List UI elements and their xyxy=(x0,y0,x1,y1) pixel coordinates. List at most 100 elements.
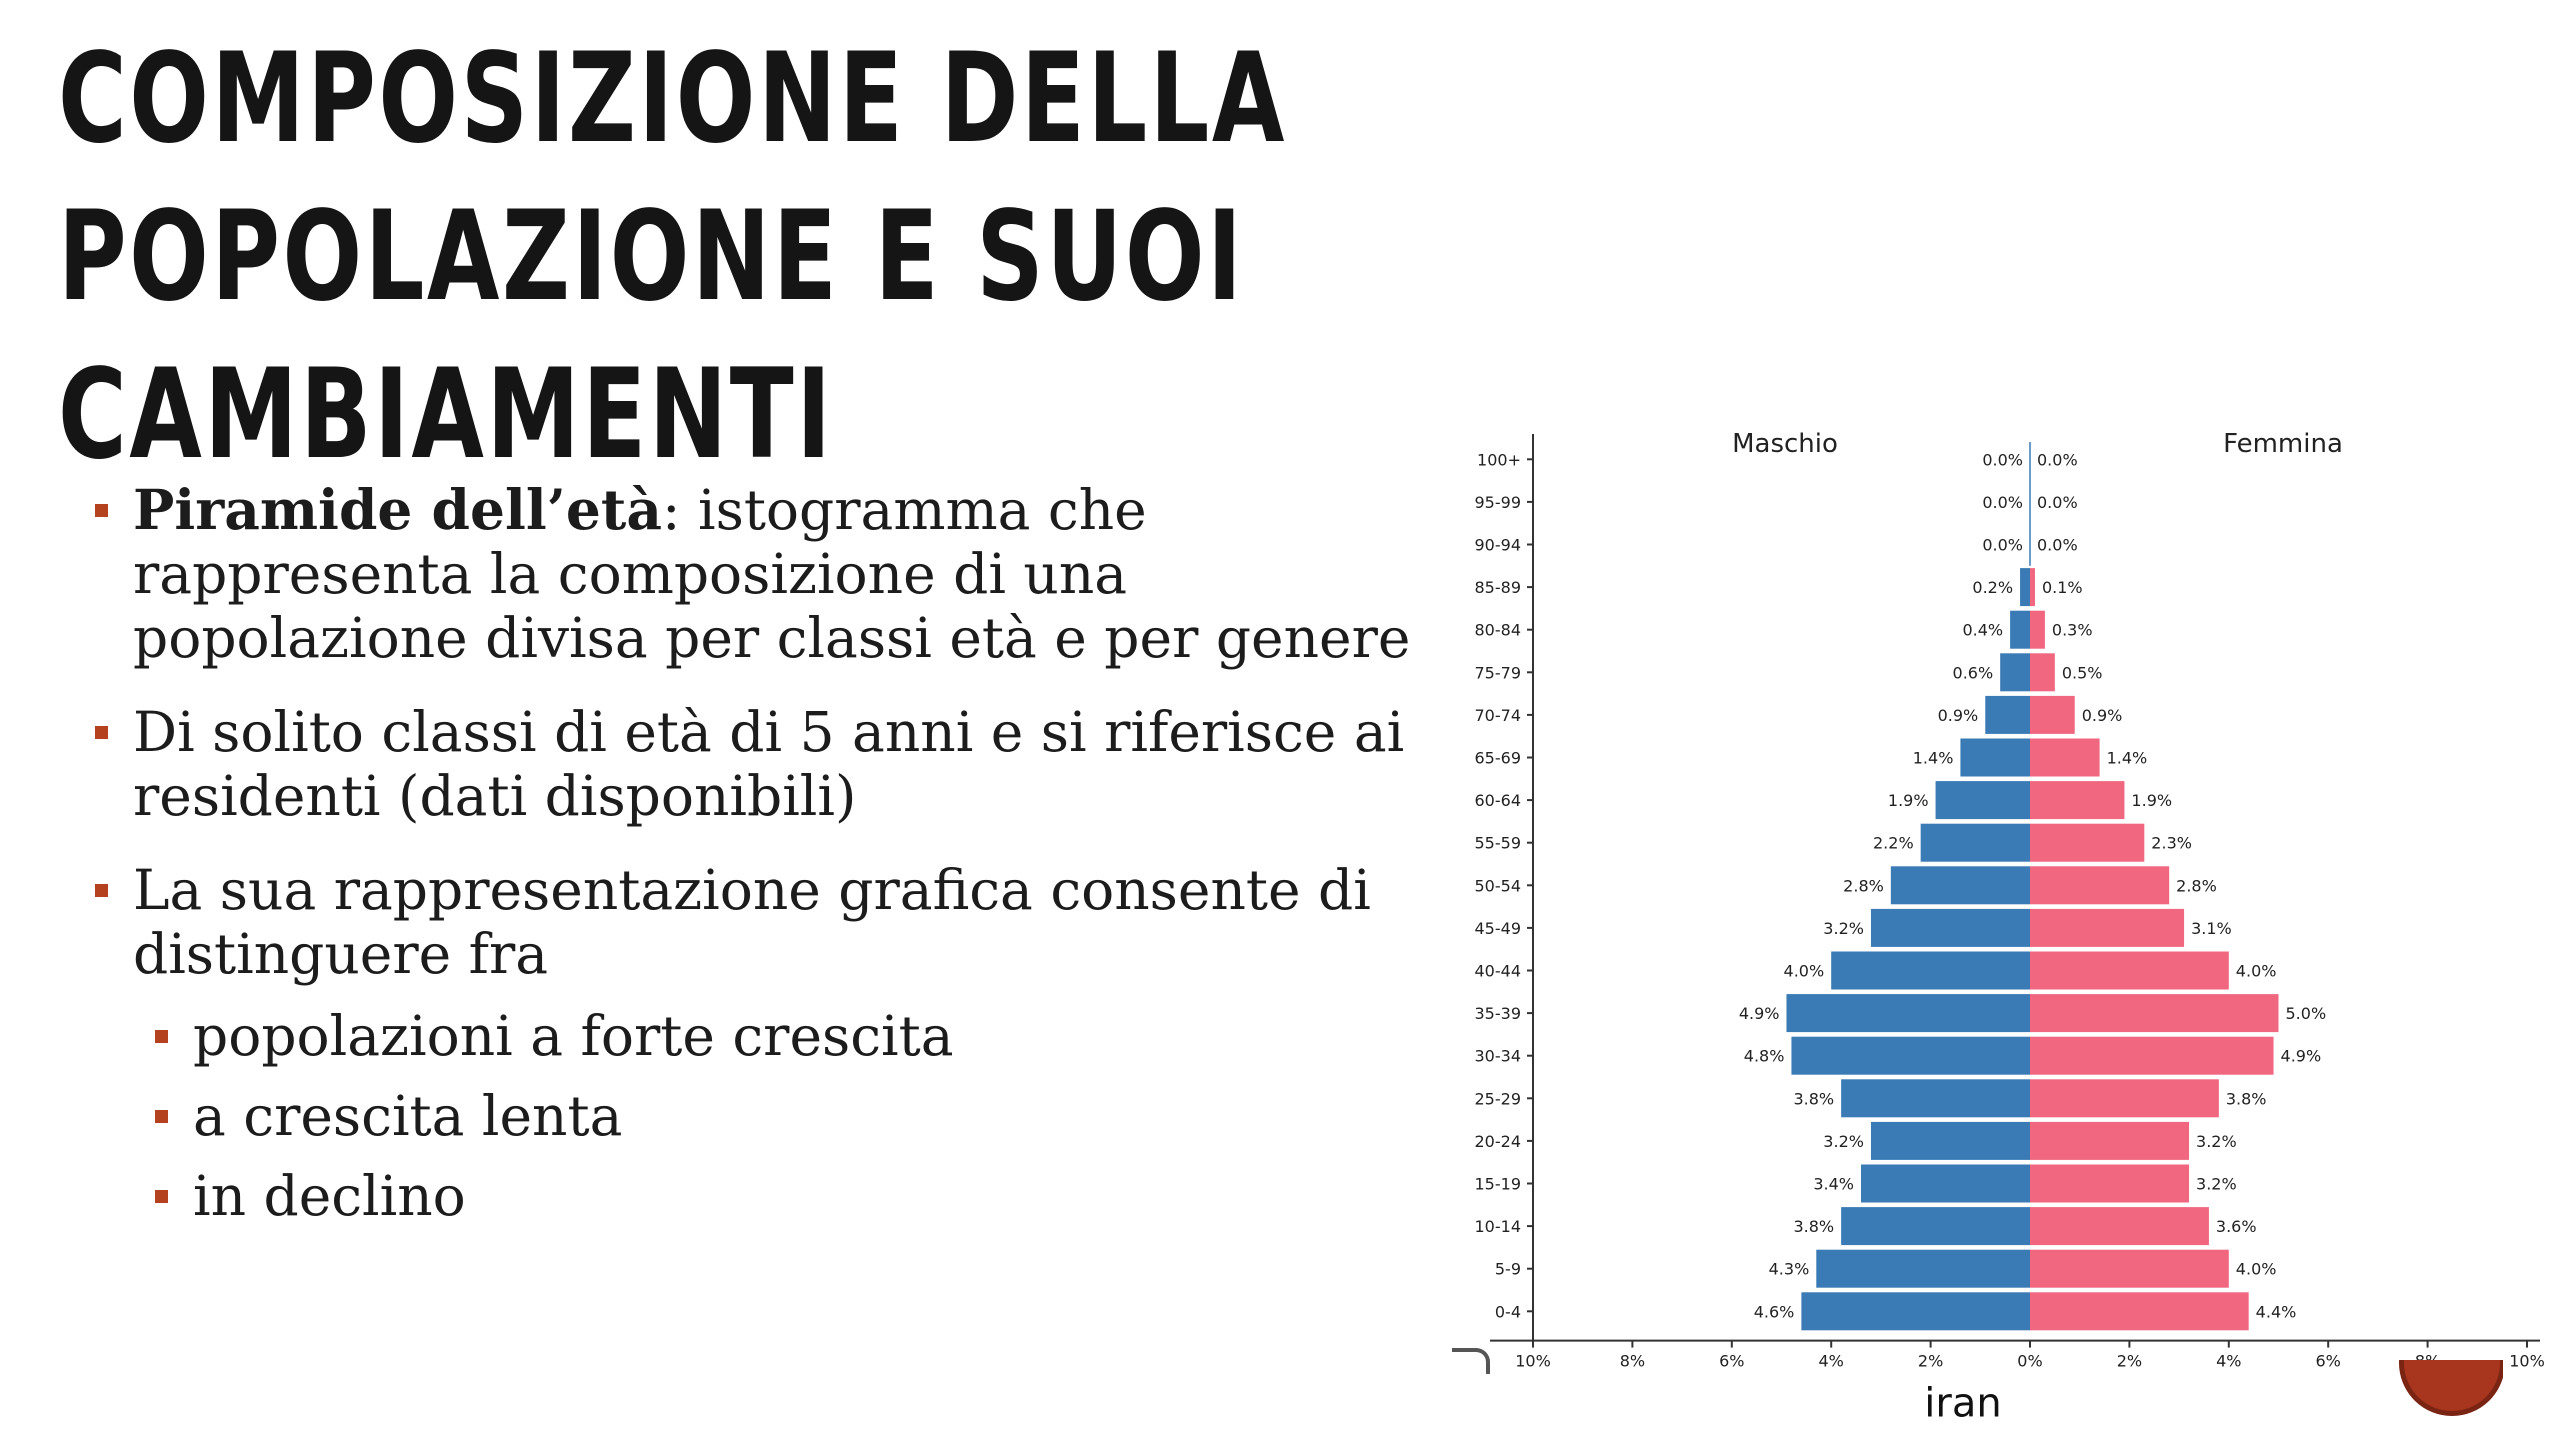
data-label-male: 4.3% xyxy=(1769,1260,1810,1279)
legend-male-label: Maschio xyxy=(1732,429,1838,459)
y-tick-label: 30-34 xyxy=(1475,1047,1522,1066)
data-label-female: 1.9% xyxy=(2131,791,2172,810)
data-label-male: 1.9% xyxy=(1888,791,1929,810)
y-tick-label: 70-74 xyxy=(1475,706,1522,725)
y-tick-label: 25-29 xyxy=(1475,1089,1522,1108)
y-tick-label: 85-89 xyxy=(1475,578,1522,597)
decorative-corner-hook xyxy=(1452,1348,1490,1374)
bullet-graphic-representation: La sua rappresentazione grafica consente… xyxy=(95,858,1415,986)
bullet-marker xyxy=(95,884,108,897)
x-tick-label: 10% xyxy=(1515,1352,1551,1371)
bar-male xyxy=(1786,994,2030,1033)
y-tick-label: 35-39 xyxy=(1475,1004,1522,1023)
data-label-female: 4.9% xyxy=(2281,1047,2322,1066)
data-label-male: 4.9% xyxy=(1739,1004,1780,1023)
x-tick-label: 2% xyxy=(2117,1352,2142,1371)
bar-male xyxy=(1801,1292,2030,1331)
sub-bullet-decline: in declino xyxy=(155,1164,1415,1228)
bar-female xyxy=(2030,1207,2209,1246)
data-label-female: 4.0% xyxy=(2236,1260,2277,1279)
y-tick-label: 40-44 xyxy=(1475,962,1522,981)
y-tick-label: 60-64 xyxy=(1475,791,1522,810)
data-label-male: 0.9% xyxy=(1938,706,1979,725)
y-tick-label: 10-14 xyxy=(1475,1217,1522,1236)
y-tick-label: 95-99 xyxy=(1475,493,1522,512)
data-label-female: 4.4% xyxy=(2256,1302,2297,1321)
bar-female xyxy=(2030,951,2229,990)
x-tick-label: 4% xyxy=(1819,1352,1844,1371)
x-tick-label: 2% xyxy=(1918,1352,1943,1371)
data-label-female: 3.2% xyxy=(2196,1132,2237,1151)
data-label-male: 4.6% xyxy=(1754,1302,1795,1321)
data-label-female: 0.0% xyxy=(2037,450,2078,469)
data-label-male: 0.0% xyxy=(1982,493,2023,512)
data-label-male: 3.2% xyxy=(1823,919,1864,938)
bar-male xyxy=(1816,1249,2030,1288)
x-tick-label: 6% xyxy=(1719,1352,1744,1371)
y-tick-label: 100+ xyxy=(1477,450,1521,469)
y-tick-label: 80-84 xyxy=(1475,621,1522,640)
bar-male xyxy=(1861,1164,2030,1203)
data-label-male: 3.8% xyxy=(1793,1217,1834,1236)
bar-female xyxy=(2030,781,2125,820)
y-tick-label: 75-79 xyxy=(1475,663,1522,682)
sub-bullet-text: in declino xyxy=(193,1164,466,1228)
bullet-text: : istogramma che rappresenta la composiz… xyxy=(133,478,1411,670)
data-label-male: 2.8% xyxy=(1843,876,1884,895)
bar-female xyxy=(2030,1036,2274,1075)
data-label-female: 5.0% xyxy=(2286,1004,2327,1023)
y-tick-label: 15-19 xyxy=(1475,1175,1522,1194)
bar-male xyxy=(1870,1121,2030,1160)
data-label-female: 0.9% xyxy=(2082,706,2123,725)
data-label-female: 2.8% xyxy=(2176,876,2217,895)
data-label-female: 1.4% xyxy=(2107,749,2148,768)
y-tick-label: 20-24 xyxy=(1475,1132,1522,1151)
bar-male xyxy=(1890,866,2030,905)
bar-male xyxy=(1985,695,2030,734)
data-label-female: 0.1% xyxy=(2042,578,2083,597)
bullet-pyramid-definition: Piramide dell’età: istogramma che rappre… xyxy=(95,478,1415,670)
bar-female xyxy=(2030,1249,2229,1288)
bar-male xyxy=(1841,1079,2030,1118)
y-tick-label: 90-94 xyxy=(1475,536,1522,555)
data-label-female: 0.5% xyxy=(2062,663,2103,682)
bar-female xyxy=(2030,568,2035,607)
bullet-text: Di solito classi di età di 5 anni e si r… xyxy=(133,700,1405,828)
bar-male xyxy=(2010,610,2030,649)
y-tick-label: 0-4 xyxy=(1495,1302,1521,1321)
x-tick-label: 6% xyxy=(2316,1352,2341,1371)
bar-female xyxy=(2030,738,2100,777)
bullet-marker xyxy=(95,504,108,517)
bullet-marker xyxy=(155,1030,168,1043)
bar-male xyxy=(1841,1207,2030,1246)
x-tick-label: 10% xyxy=(2509,1352,2545,1371)
slide-title: Composizione della popolazione e suoi ca… xyxy=(58,27,1287,487)
bar-male xyxy=(1960,738,2030,777)
bar-female xyxy=(2030,823,2145,862)
bar-female xyxy=(2030,908,2185,947)
bar-female xyxy=(2030,994,2279,1033)
data-label-female: 3.2% xyxy=(2196,1175,2237,1194)
bar-male xyxy=(1831,951,2030,990)
data-label-female: 3.1% xyxy=(2191,919,2232,938)
bullet-list: Piramide dell’età: istogramma che rappre… xyxy=(95,478,1415,1244)
bar-female xyxy=(2030,1079,2219,1118)
x-tick-label: 4% xyxy=(2216,1352,2241,1371)
y-tick-label: 5-9 xyxy=(1495,1260,1521,1279)
data-label-female: 0.0% xyxy=(2037,493,2078,512)
data-label-male: 4.0% xyxy=(1784,962,1825,981)
bar-female xyxy=(2030,1164,2190,1203)
data-label-male: 0.0% xyxy=(1982,450,2023,469)
bar-female xyxy=(2030,1121,2190,1160)
bar-male xyxy=(2000,653,2030,692)
bar-female xyxy=(2030,610,2045,649)
bar-male xyxy=(1791,1036,2030,1075)
data-label-male: 3.2% xyxy=(1823,1132,1864,1151)
data-label-male: 2.2% xyxy=(1873,834,1914,853)
sub-bullet-fast-growth: popolazioni a forte crescita xyxy=(155,1004,1415,1068)
chart-title: iran xyxy=(1924,1381,2001,1427)
data-label-male: 0.0% xyxy=(1982,536,2023,555)
data-label-female: 4.0% xyxy=(2236,962,2277,981)
bar-female xyxy=(2030,1292,2249,1331)
x-tick-label: 0% xyxy=(2017,1352,2042,1371)
